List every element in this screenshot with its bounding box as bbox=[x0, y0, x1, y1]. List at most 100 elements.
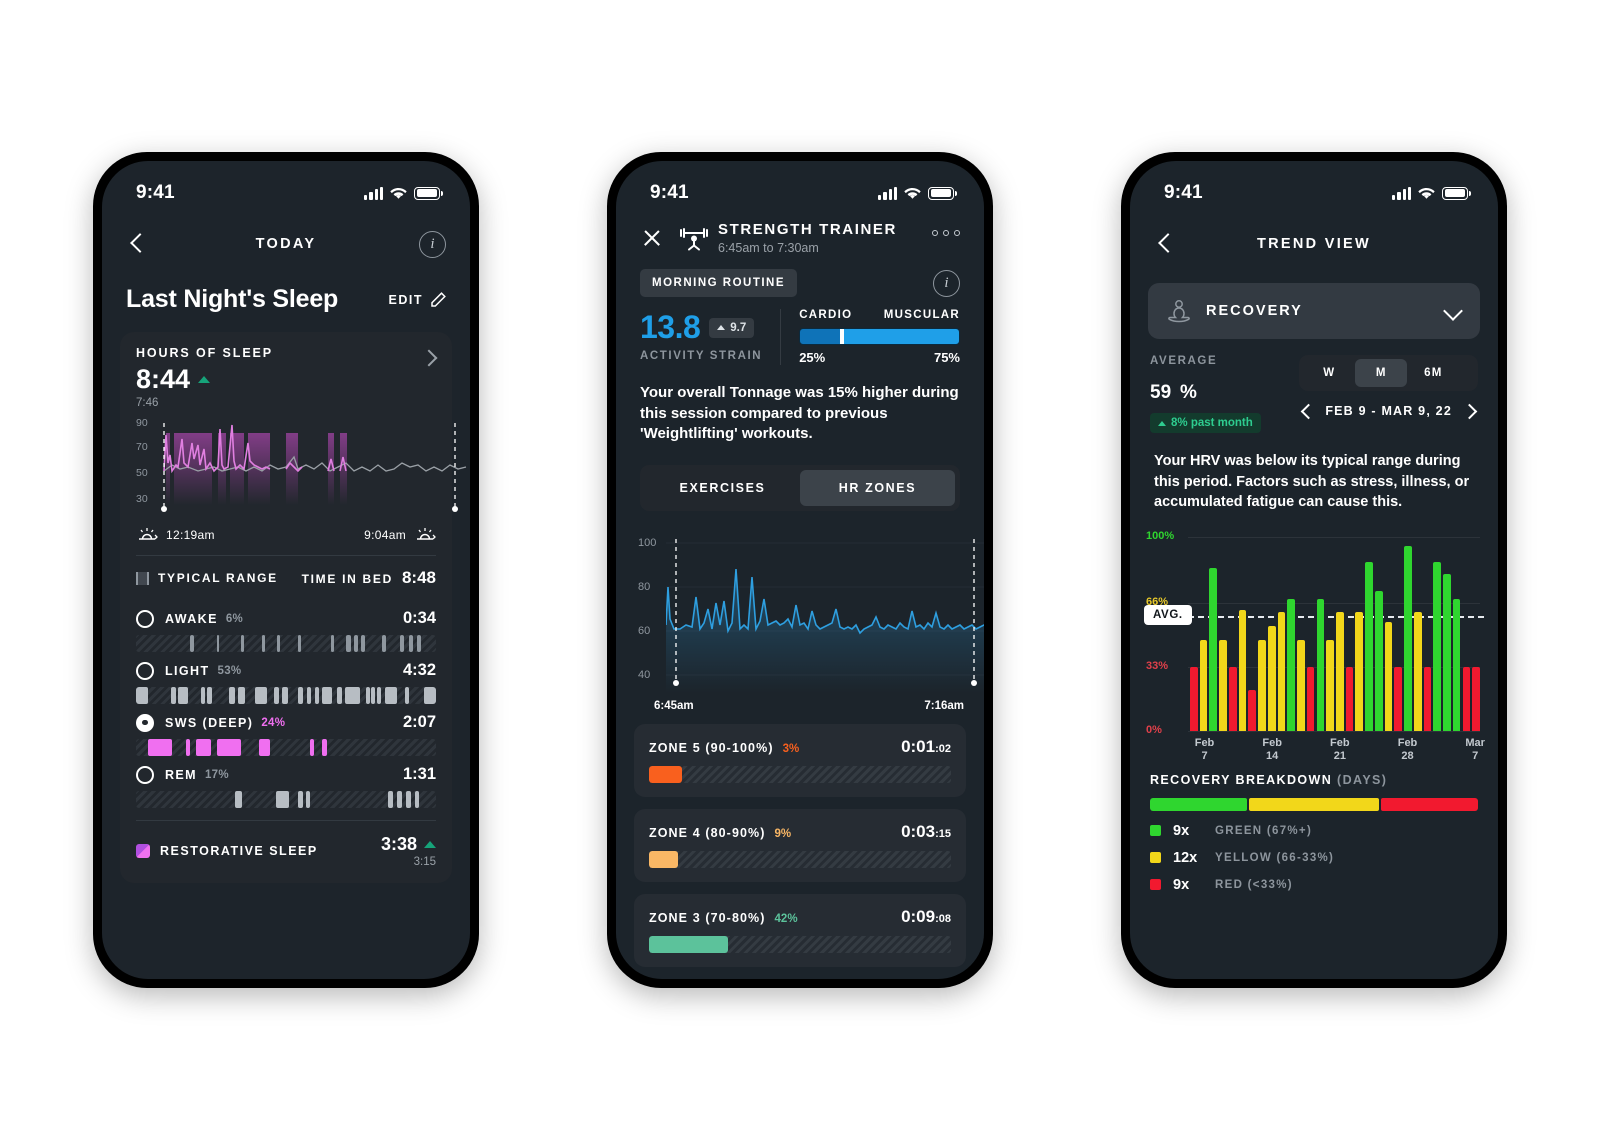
workout-header: STRENGTH TRAINER 6:45am to 7:30am bbox=[616, 213, 984, 255]
meditation-icon bbox=[1166, 299, 1192, 323]
hr-zone-card[interactable]: ZONE 4 (80-90%) 9% 0:03:15 bbox=[634, 809, 966, 883]
recovery-bars bbox=[1190, 537, 1480, 731]
range-month[interactable]: M bbox=[1355, 359, 1408, 387]
hr-end-time: 7:16am bbox=[924, 700, 964, 713]
hypnogram-segment bbox=[346, 635, 351, 652]
breakdown-swatch bbox=[1150, 879, 1161, 891]
breakdown-swatch bbox=[1150, 852, 1161, 864]
typical-range-label: TYPICAL RANGE bbox=[158, 571, 278, 585]
zone-bar-fill bbox=[649, 936, 728, 954]
hr-chart-svg bbox=[666, 539, 984, 694]
recovery-gridline bbox=[1188, 536, 1480, 538]
hypnogram-segment bbox=[388, 791, 394, 808]
breakdown-title-text: RECOVERY BREAKDOWN bbox=[1150, 772, 1333, 787]
zone-percent: 42% bbox=[774, 913, 798, 926]
recovery-bar bbox=[1472, 666, 1480, 731]
routine-chip[interactable]: MORNING ROUTINE bbox=[640, 269, 798, 297]
hypnogram-segment bbox=[275, 791, 289, 808]
breakdown-legend-item: 12x YELLOW (66-33%) bbox=[1150, 850, 1478, 866]
recovery-bar bbox=[1423, 666, 1432, 731]
hr-zone-card[interactable]: ZONE 3 (70-80%) 42% 0:09:08 bbox=[634, 894, 966, 968]
hypnogram-segment bbox=[298, 687, 304, 704]
chevron-right-icon[interactable] bbox=[420, 350, 436, 366]
cellular-signal-icon bbox=[1392, 186, 1411, 200]
typical-range-swatch bbox=[136, 571, 149, 585]
recovery-bar bbox=[1452, 598, 1461, 731]
hypnogram-segment bbox=[406, 791, 412, 808]
next-period-button[interactable] bbox=[1464, 404, 1478, 418]
stage-duration: 4:32 bbox=[402, 661, 436, 679]
tab-hr-zones[interactable]: HR ZONES bbox=[800, 470, 955, 507]
hypnogram-segment bbox=[206, 687, 212, 704]
hypnogram-segment bbox=[200, 687, 205, 704]
recovery-x-tick: Feb 7 bbox=[1194, 736, 1215, 763]
range-6month[interactable]: 6M bbox=[1424, 367, 1443, 379]
wifi-icon bbox=[1418, 187, 1435, 200]
edit-button[interactable]: EDIT bbox=[389, 291, 446, 308]
recovery-x-tick: Mar 7 bbox=[1465, 736, 1485, 763]
cellular-signal-icon bbox=[878, 186, 897, 200]
average-delta-badge: 8% past month bbox=[1150, 413, 1261, 433]
zone-duration: 0:03:15 bbox=[901, 822, 951, 842]
back-button[interactable] bbox=[126, 232, 150, 256]
recovery-bar-chart: 0% 33% 66% 100% AVG. Feb 7 Feb 14 Feb 21 Feb 28… bbox=[1144, 530, 1485, 769]
status-bar: 9:41 bbox=[616, 161, 984, 213]
hypnogram-segment bbox=[298, 791, 303, 808]
metric-selector[interactable]: RECOVERY bbox=[1148, 283, 1480, 339]
stage-hypnogram bbox=[136, 791, 436, 808]
recovery-bar bbox=[1394, 666, 1403, 731]
hr-zone-card[interactable]: ZONE 5 (90-100%) 3% 0:01:02 bbox=[634, 724, 966, 798]
breakdown-count: 9x bbox=[1173, 822, 1190, 839]
trend-up-icon bbox=[1158, 420, 1166, 426]
recovery-bar bbox=[1306, 666, 1315, 731]
hypnogram-segment bbox=[371, 687, 376, 704]
restorative-sleep-row: RESTORATIVE SLEEP 3:38 3:15 bbox=[136, 821, 436, 883]
nav-bar-today: TODAY i bbox=[102, 213, 470, 269]
tab-exercises[interactable]: EXERCISES bbox=[679, 481, 766, 496]
date-range-nav: FEB 9 - MAR 9, 22 bbox=[1299, 404, 1478, 418]
hypnogram-segment bbox=[229, 687, 235, 704]
hypnogram-segment bbox=[400, 635, 404, 652]
recovery-y-tick: 0% bbox=[1146, 723, 1162, 736]
recovery-x-tick: Feb 28 bbox=[1397, 736, 1418, 763]
stage-indicator-icon bbox=[136, 765, 154, 784]
chevron-down-icon[interactable] bbox=[1444, 302, 1462, 320]
back-button[interactable] bbox=[1154, 232, 1178, 256]
page-title: TREND VIEW bbox=[1256, 236, 1372, 252]
trend-insight-text: Your HRV was below its typical range dur… bbox=[1154, 453, 1470, 511]
hr-y-tick-100: 100 bbox=[638, 537, 657, 550]
average-value-row: 59 % bbox=[1150, 369, 1261, 406]
sleep-stage-row[interactable]: AWAKE 6% 0:34 bbox=[136, 600, 436, 652]
info-icon[interactable]: i bbox=[419, 230, 446, 258]
status-time: 9:41 bbox=[136, 182, 175, 203]
breakdown-count: 12x bbox=[1173, 849, 1198, 866]
weightlifting-icon bbox=[678, 225, 710, 251]
wifi-icon bbox=[390, 187, 407, 200]
recovery-x-tick: Feb 14 bbox=[1262, 736, 1282, 763]
sleep-stage-row[interactable]: SWS (DEEP) 24% 2:07 bbox=[136, 704, 436, 756]
hypnogram-segment bbox=[170, 687, 176, 704]
hypnogram-segment bbox=[190, 635, 194, 652]
breakdown-title: RECOVERY BREAKDOWN (DAYS) bbox=[1130, 769, 1498, 787]
breakdown-legend-item: 9x GREEN (67%+) bbox=[1150, 823, 1478, 839]
close-button[interactable] bbox=[640, 226, 664, 250]
recovery-bar bbox=[1433, 561, 1441, 731]
prev-period-button[interactable] bbox=[1299, 404, 1313, 418]
stage-percent: 53% bbox=[217, 664, 242, 677]
more-options-button[interactable] bbox=[932, 230, 960, 236]
strain-comparison-badge: 9.7 bbox=[709, 317, 755, 338]
recovery-bar bbox=[1413, 612, 1422, 731]
hypnogram-segment bbox=[281, 687, 288, 704]
hours-of-sleep-card[interactable]: HOURS OF SLEEP 8:44 7:46 90 70 50 30 bbox=[120, 332, 467, 883]
sleep-stage-row[interactable]: LIGHT 53% 4:32 bbox=[136, 652, 436, 704]
cardio-muscular-slider[interactable] bbox=[799, 328, 960, 345]
trend-up-icon bbox=[717, 325, 726, 330]
zone-bar bbox=[649, 766, 951, 784]
recovery-bar bbox=[1384, 622, 1393, 731]
sleep-stage-row[interactable]: REM 17% 1:31 bbox=[136, 756, 436, 808]
sleep-chart-svg bbox=[161, 423, 467, 512]
info-icon[interactable]: i bbox=[933, 269, 960, 297]
range-week[interactable]: W bbox=[1323, 367, 1336, 379]
sleep-y-tick-30: 30 bbox=[136, 493, 148, 505]
